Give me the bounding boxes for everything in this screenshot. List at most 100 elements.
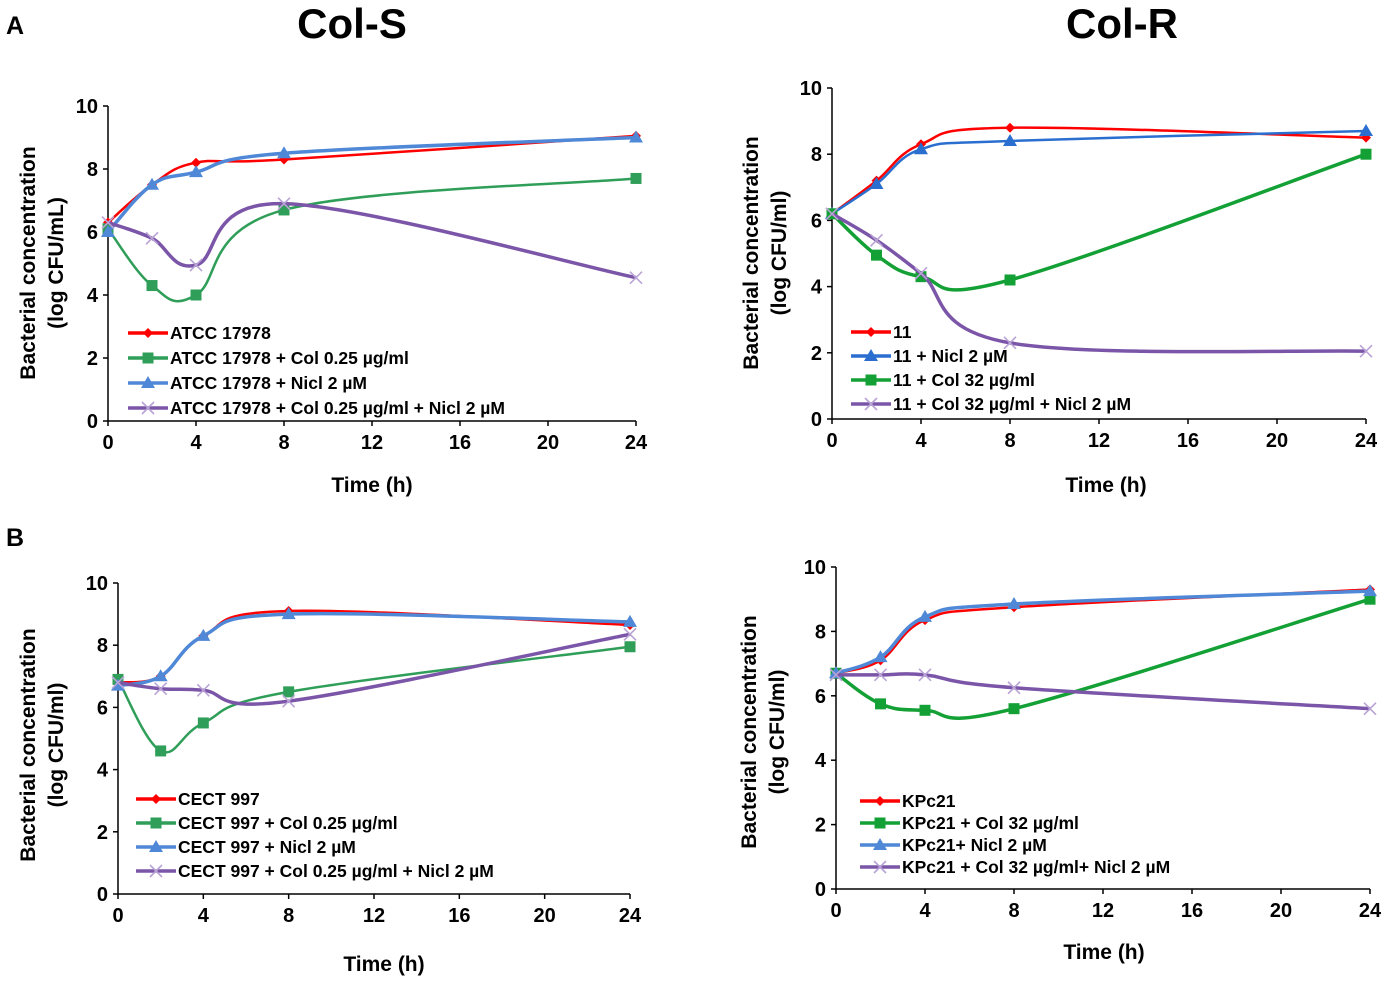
data-point <box>277 146 291 159</box>
data-point <box>145 177 159 190</box>
y-tick-label: 2 <box>815 815 826 837</box>
data-point <box>623 627 637 641</box>
data-point <box>197 717 209 729</box>
data-point <box>1004 274 1016 286</box>
y-tick-label: 2 <box>811 343 822 365</box>
series-line <box>835 588 1371 675</box>
legend-marker <box>149 864 163 878</box>
legend-label: KPc21 + Col 32 µg/ml+ Nicl 2 µM <box>902 857 1170 877</box>
data-point <box>869 233 884 247</box>
legend-marker <box>873 860 887 874</box>
data-point <box>101 215 115 230</box>
data-point <box>196 628 211 641</box>
y-tick-label: 2 <box>87 348 98 370</box>
legend-label: 11 <box>893 322 912 342</box>
legend-marker <box>873 838 887 850</box>
data-point <box>1364 593 1376 605</box>
legend-marker <box>149 840 163 852</box>
x-tick-label: 0 <box>830 900 841 922</box>
y-tick-label: 0 <box>811 409 822 431</box>
series-line <box>117 632 631 706</box>
legend-label: KPc21 <box>902 791 956 811</box>
series-3: KPc21+ Nicl 2 µM <box>829 584 1377 855</box>
data-point <box>623 614 637 627</box>
y-tick-label: 6 <box>811 210 822 232</box>
x-tick-label: 24 <box>625 432 648 454</box>
data-point <box>155 745 167 757</box>
x-tick-label: 4 <box>198 905 210 927</box>
y-tick-label: 4 <box>97 760 109 782</box>
series-line <box>836 672 1371 711</box>
series-4: CECT 997 + Col 0.25 µg/ml + Nicl 2 µM <box>111 627 637 881</box>
data-point <box>869 176 884 189</box>
data-point <box>1007 597 1021 610</box>
column-title-col-s: Col-S <box>297 0 407 47</box>
x-tick-label: 16 <box>448 905 470 927</box>
x-tick-label: 0 <box>826 430 837 452</box>
legend-marker <box>864 397 878 411</box>
y-tick-label: 4 <box>811 277 823 299</box>
y-axis-label: (log CFU/ml) <box>45 683 68 808</box>
legend-marker <box>864 349 878 361</box>
data-point <box>1360 148 1372 160</box>
y-tick-label: 6 <box>87 222 98 244</box>
legend-label: KPc21 + Col 32 µg/ml <box>902 813 1079 833</box>
data-point <box>111 675 125 690</box>
series-4: ATCC 17978 + Col 0.25 µg/ml + Nicl 2 µM <box>101 197 643 418</box>
column-title-col-r: Col-R <box>1066 0 1178 47</box>
data-point <box>919 704 931 716</box>
x-tick-label: 16 <box>1177 430 1199 452</box>
data-point <box>277 197 291 211</box>
data-point <box>1003 336 1017 350</box>
data-point <box>1003 133 1017 146</box>
data-point <box>145 231 159 245</box>
data-point <box>1359 344 1373 358</box>
y-tick-label: 6 <box>815 686 826 708</box>
y-tick-label: 4 <box>87 285 99 307</box>
legend-label: ATCC 17978 + Col 0.25 µg/ml + Nicl 2 µM <box>170 398 505 418</box>
y-tick-label: 0 <box>97 884 108 906</box>
x-tick-label: 12 <box>1092 900 1114 922</box>
y-tick-label: 8 <box>97 635 108 657</box>
series-4: KPc21 + Col 32 µg/ml+ Nicl 2 µM <box>829 668 1377 877</box>
data-point <box>629 271 643 285</box>
x-tick-label: 24 <box>1355 430 1378 452</box>
data-point <box>624 641 636 653</box>
series-1: KPc21 <box>831 584 1375 811</box>
y-tick-label: 8 <box>815 621 826 643</box>
data-point <box>825 207 839 221</box>
x-tick-label: 20 <box>537 432 559 454</box>
legend-label: 11 + Col 32 µg/ml + Nicl 2 µM <box>893 394 1131 414</box>
legend-label: 11 + Col 32 µg/ml <box>893 370 1035 390</box>
x-tick-label: 4 <box>915 430 927 452</box>
legend-marker <box>151 794 161 804</box>
x-tick-label: 4 <box>190 432 202 454</box>
series-1: ATCC 17978 <box>103 130 641 343</box>
y-tick-label: 2 <box>97 822 108 844</box>
data-point <box>191 157 201 168</box>
data-point <box>281 607 296 620</box>
x-axis-label: Time (h) <box>1063 941 1144 964</box>
x-axis-label: Time (h) <box>343 953 424 976</box>
data-point <box>629 130 643 143</box>
series-line <box>107 177 637 303</box>
legend-label: CECT 997 + Nicl 2 µM <box>178 837 356 857</box>
series-line <box>831 212 1367 354</box>
data-point <box>918 609 932 622</box>
data-point <box>915 271 927 283</box>
series-line <box>830 152 1367 292</box>
y-tick-label: 10 <box>76 96 98 118</box>
x-tick-label: 20 <box>534 905 556 927</box>
legend-marker <box>141 401 155 415</box>
data-point <box>154 682 168 696</box>
legend-label: CECT 997 + Col 0.25 µg/ml + Nicl 2 µM <box>178 861 494 881</box>
series-line <box>831 126 1367 215</box>
data-point <box>875 698 886 710</box>
legend-marker <box>874 817 886 829</box>
panel-label-a: A <box>6 12 24 40</box>
legend-marker <box>865 374 877 386</box>
x-tick-label: 8 <box>1008 900 1019 922</box>
y-tick-label: 8 <box>87 159 98 181</box>
data-point <box>871 249 882 261</box>
